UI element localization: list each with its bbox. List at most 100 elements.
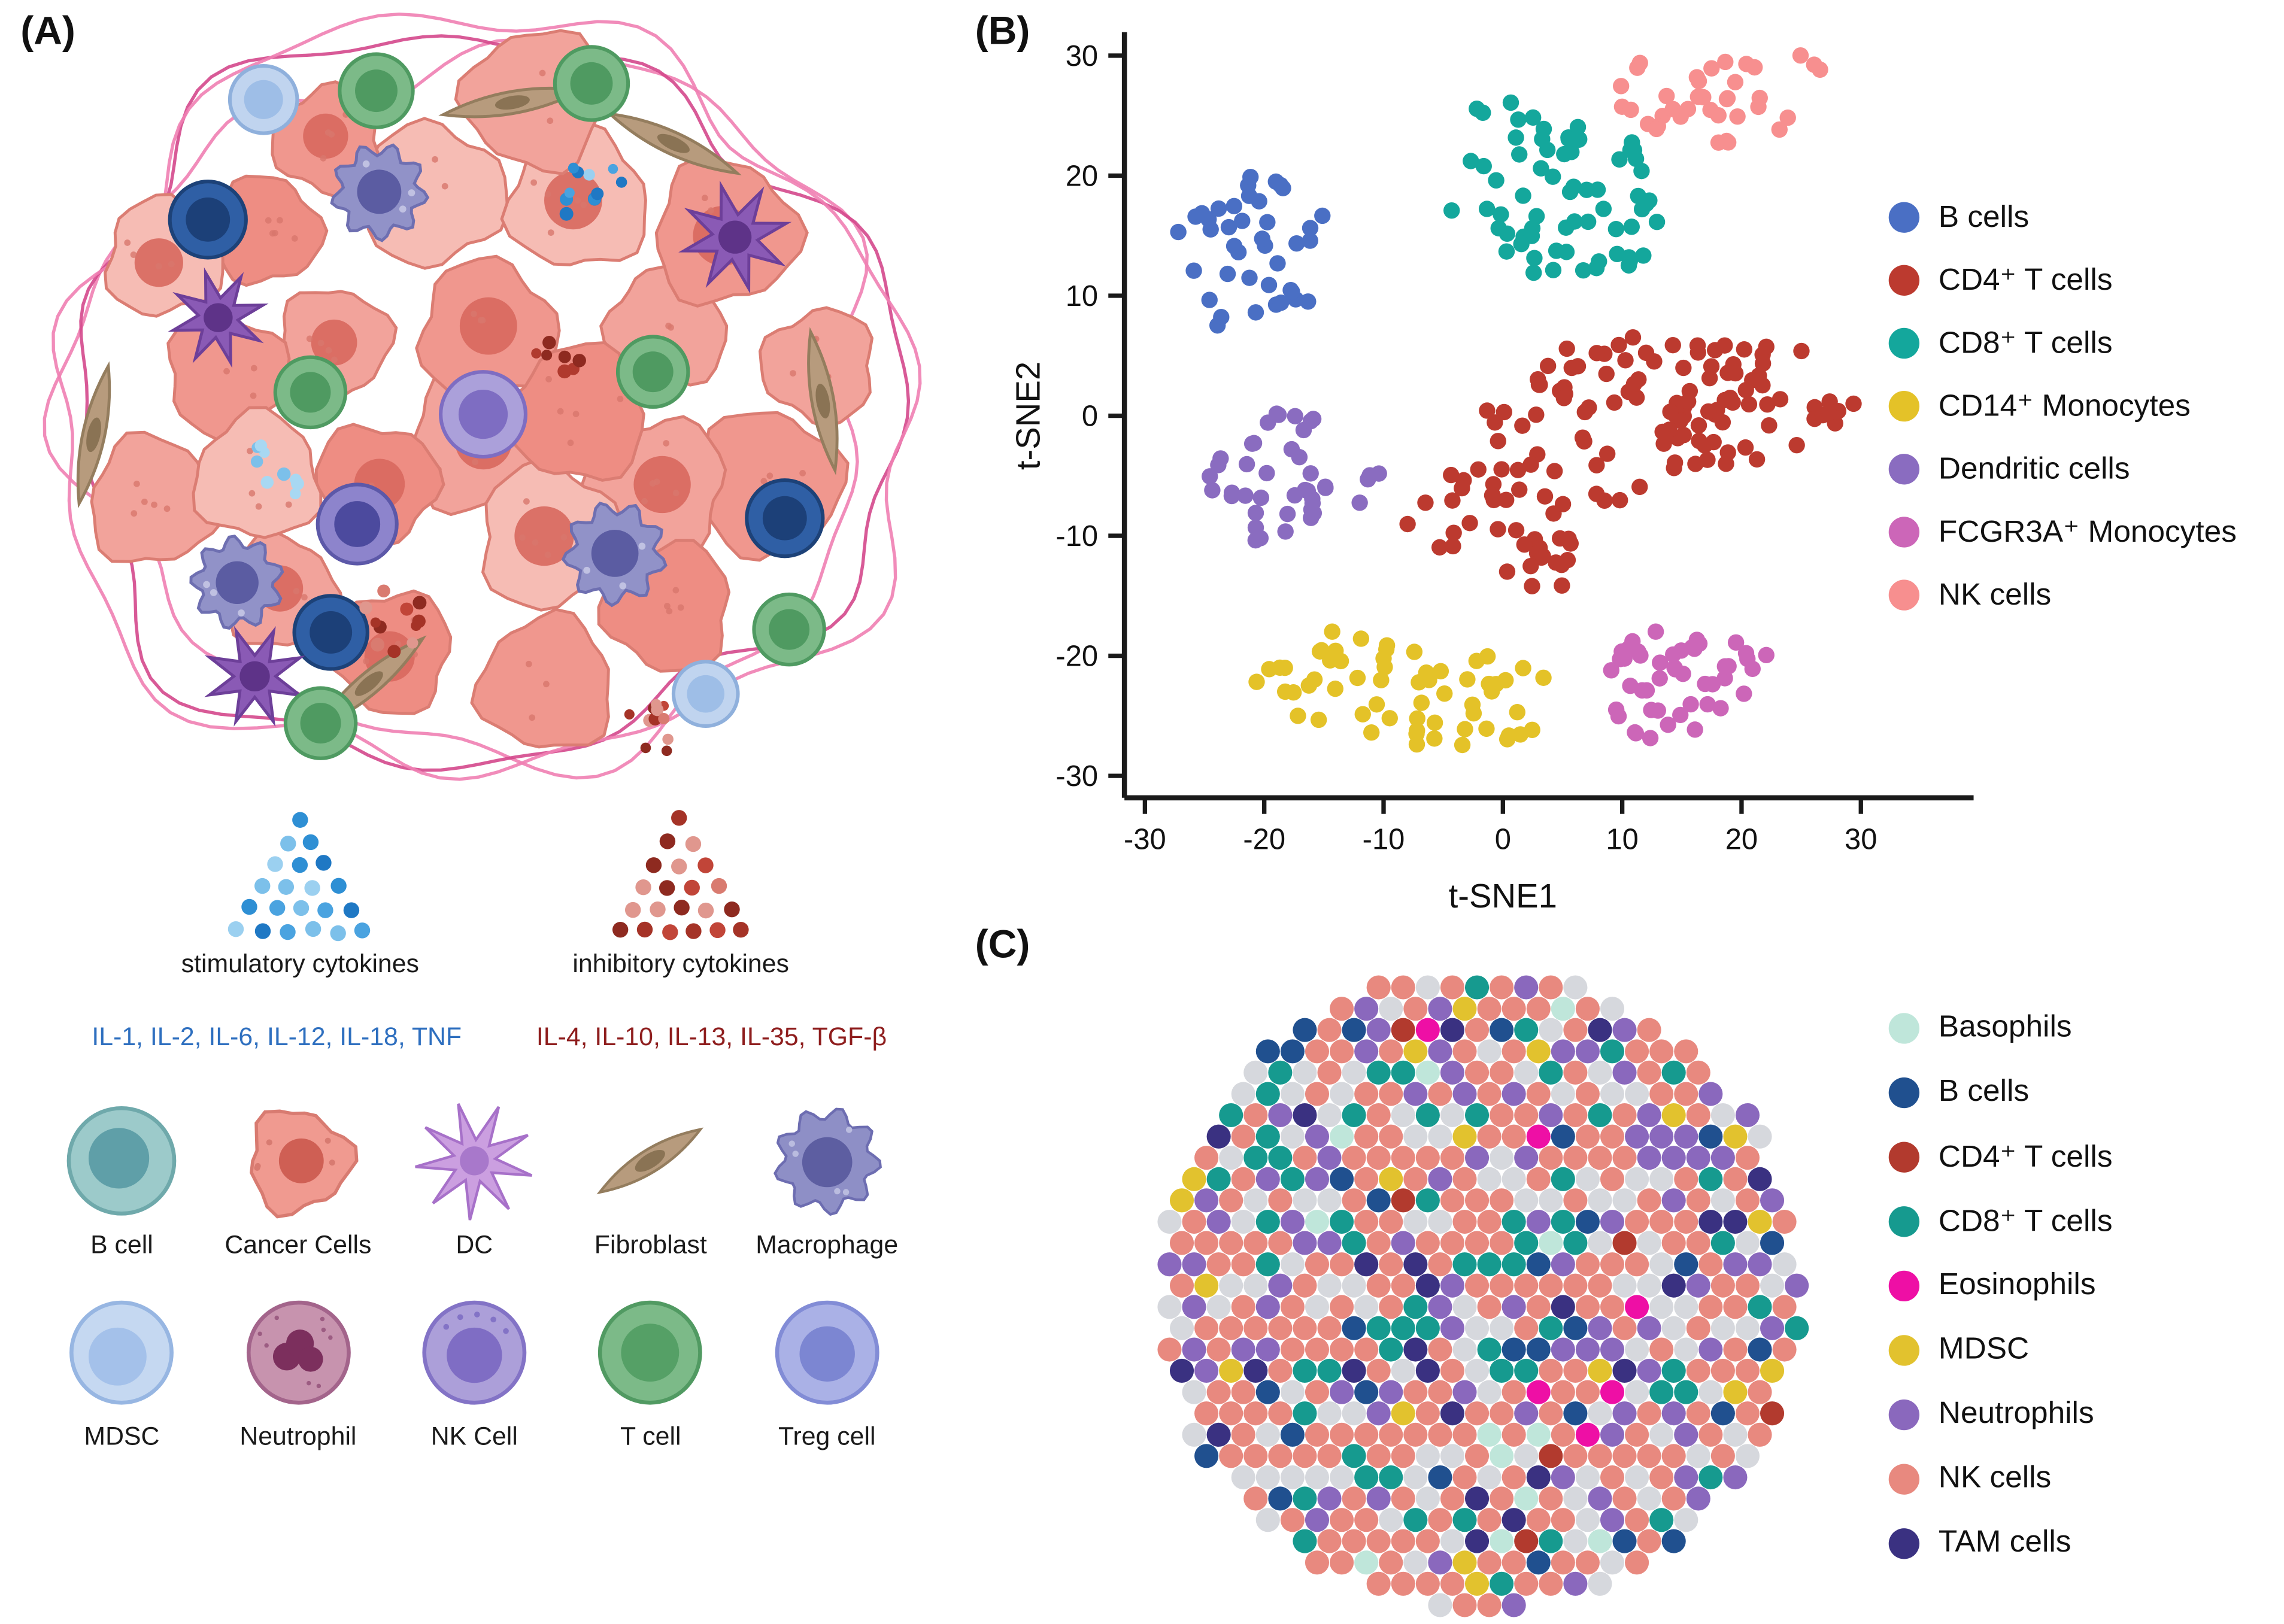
data-point	[1436, 685, 1453, 702]
cell-dot	[1440, 1316, 1465, 1340]
data-point	[1689, 337, 1706, 354]
data-point	[1664, 101, 1681, 117]
cell-dot	[1243, 1103, 1268, 1128]
cell-dot	[1403, 1508, 1428, 1532]
cell-dot	[1477, 1337, 1502, 1362]
cell-dot	[1514, 1146, 1539, 1170]
x-tick-label: 30	[1845, 823, 1877, 855]
cell-dot	[1526, 1465, 1551, 1490]
cell-dot	[1169, 1358, 1194, 1383]
cell-dot	[1575, 1380, 1600, 1404]
t-cell-icon	[598, 1300, 703, 1405]
data-point	[1409, 710, 1425, 727]
cell-dot	[1415, 1188, 1440, 1213]
data-point	[1792, 47, 1809, 64]
cell-dot	[1428, 1082, 1452, 1106]
cell-dot	[1366, 1486, 1391, 1511]
cell-dot	[1330, 1295, 1354, 1319]
cell-dot	[1293, 1444, 1317, 1468]
cell-dot	[1600, 997, 1625, 1021]
b-cell-icon	[292, 594, 369, 671]
cell-dot	[1612, 1486, 1637, 1511]
cell-dot	[1366, 1529, 1391, 1553]
cell-dot	[1674, 1039, 1698, 1064]
cell-dot	[1551, 1209, 1575, 1234]
data-point	[1588, 260, 1605, 277]
cell-dot	[1649, 1209, 1674, 1234]
cell-dot	[1539, 1529, 1563, 1553]
legend-item-nk-cells: NK cells	[1888, 564, 2281, 627]
cell-dot	[1649, 1422, 1674, 1447]
cell-dot	[1551, 1167, 1575, 1191]
legend-label: CD4⁺ T cells	[1938, 263, 2113, 298]
cell-dot	[1255, 1252, 1280, 1277]
cell-dot	[1280, 1508, 1305, 1532]
cell-dot	[1379, 1209, 1403, 1234]
cell-dot	[1637, 1486, 1661, 1511]
cell-dot	[1428, 1167, 1452, 1191]
cluster-dendritic-cells	[1202, 405, 1387, 549]
cell-dot	[1686, 1444, 1710, 1468]
data-point	[1481, 675, 1497, 693]
cell-dot	[1490, 1018, 1514, 1042]
cancer-cell-icon	[90, 430, 226, 563]
cell-dot	[1293, 1273, 1317, 1298]
cell-dot	[1661, 1103, 1686, 1128]
data-point	[1201, 292, 1218, 308]
cell-dot	[1735, 1231, 1760, 1255]
data-point	[1612, 491, 1628, 509]
cell-dot	[1280, 1295, 1305, 1319]
data-point	[1351, 494, 1368, 511]
data-point	[1498, 243, 1515, 260]
neutrophil-icon	[245, 1300, 350, 1405]
data-point	[1509, 462, 1527, 478]
cell-dot	[1502, 1209, 1526, 1234]
data-point	[1598, 365, 1615, 383]
data-point	[1242, 168, 1259, 186]
cytokine-dot	[636, 921, 653, 938]
cytokine-dot	[330, 878, 347, 894]
cell-map-legend: Basophils B cells CD4⁺ T cells CD8⁺ T cells…	[1888, 995, 2281, 1575]
cell-dot	[1748, 1422, 1772, 1447]
cell-dot	[1600, 1422, 1625, 1447]
cell-dot	[1710, 1103, 1735, 1128]
cell-legend-item-b-cell: B cell	[56, 1095, 187, 1260]
cell-dot	[1182, 1337, 1206, 1362]
data-point	[1638, 195, 1655, 213]
cell-dot	[1526, 1508, 1551, 1532]
cell-dot	[1391, 1103, 1415, 1128]
cell-dot	[1551, 1465, 1575, 1490]
cell-dot	[1649, 1039, 1674, 1064]
data-point	[1617, 352, 1634, 369]
data-point	[1202, 221, 1219, 238]
data-point	[1820, 404, 1837, 421]
data-point	[1300, 293, 1317, 310]
cytokine-dot	[269, 900, 286, 916]
data-point	[1697, 675, 1713, 693]
data-point	[1806, 56, 1822, 73]
data-point	[1720, 658, 1737, 675]
data-point	[1302, 465, 1319, 482]
cell-dot	[1464, 1018, 1490, 1042]
cell-dot	[1194, 1358, 1219, 1383]
data-point	[1623, 218, 1640, 235]
data-point	[1468, 652, 1485, 669]
cell-dot	[1575, 1550, 1600, 1575]
cell-dot	[1686, 1188, 1710, 1213]
cell-dot	[1194, 1146, 1219, 1170]
y-tick-label: 0	[1082, 400, 1098, 433]
cell-dot	[1514, 1316, 1539, 1340]
data-point	[1507, 129, 1524, 146]
cell-dot	[1625, 1508, 1649, 1532]
cytokine-dots	[531, 336, 586, 379]
cell-dot	[1415, 1401, 1440, 1426]
data-point	[1490, 433, 1506, 450]
inhibitory-cytokines-list: IL-4, IL-10, IL-13, IL-35, TGF-β	[536, 1021, 887, 1051]
cell-dot	[1342, 1529, 1366, 1553]
data-point	[1210, 457, 1227, 473]
treg-cell-icon	[775, 1300, 879, 1405]
cell-dot	[1723, 1380, 1748, 1404]
data-point	[1493, 206, 1509, 223]
data-point	[1417, 494, 1434, 511]
cell-dot	[1182, 1167, 1206, 1191]
